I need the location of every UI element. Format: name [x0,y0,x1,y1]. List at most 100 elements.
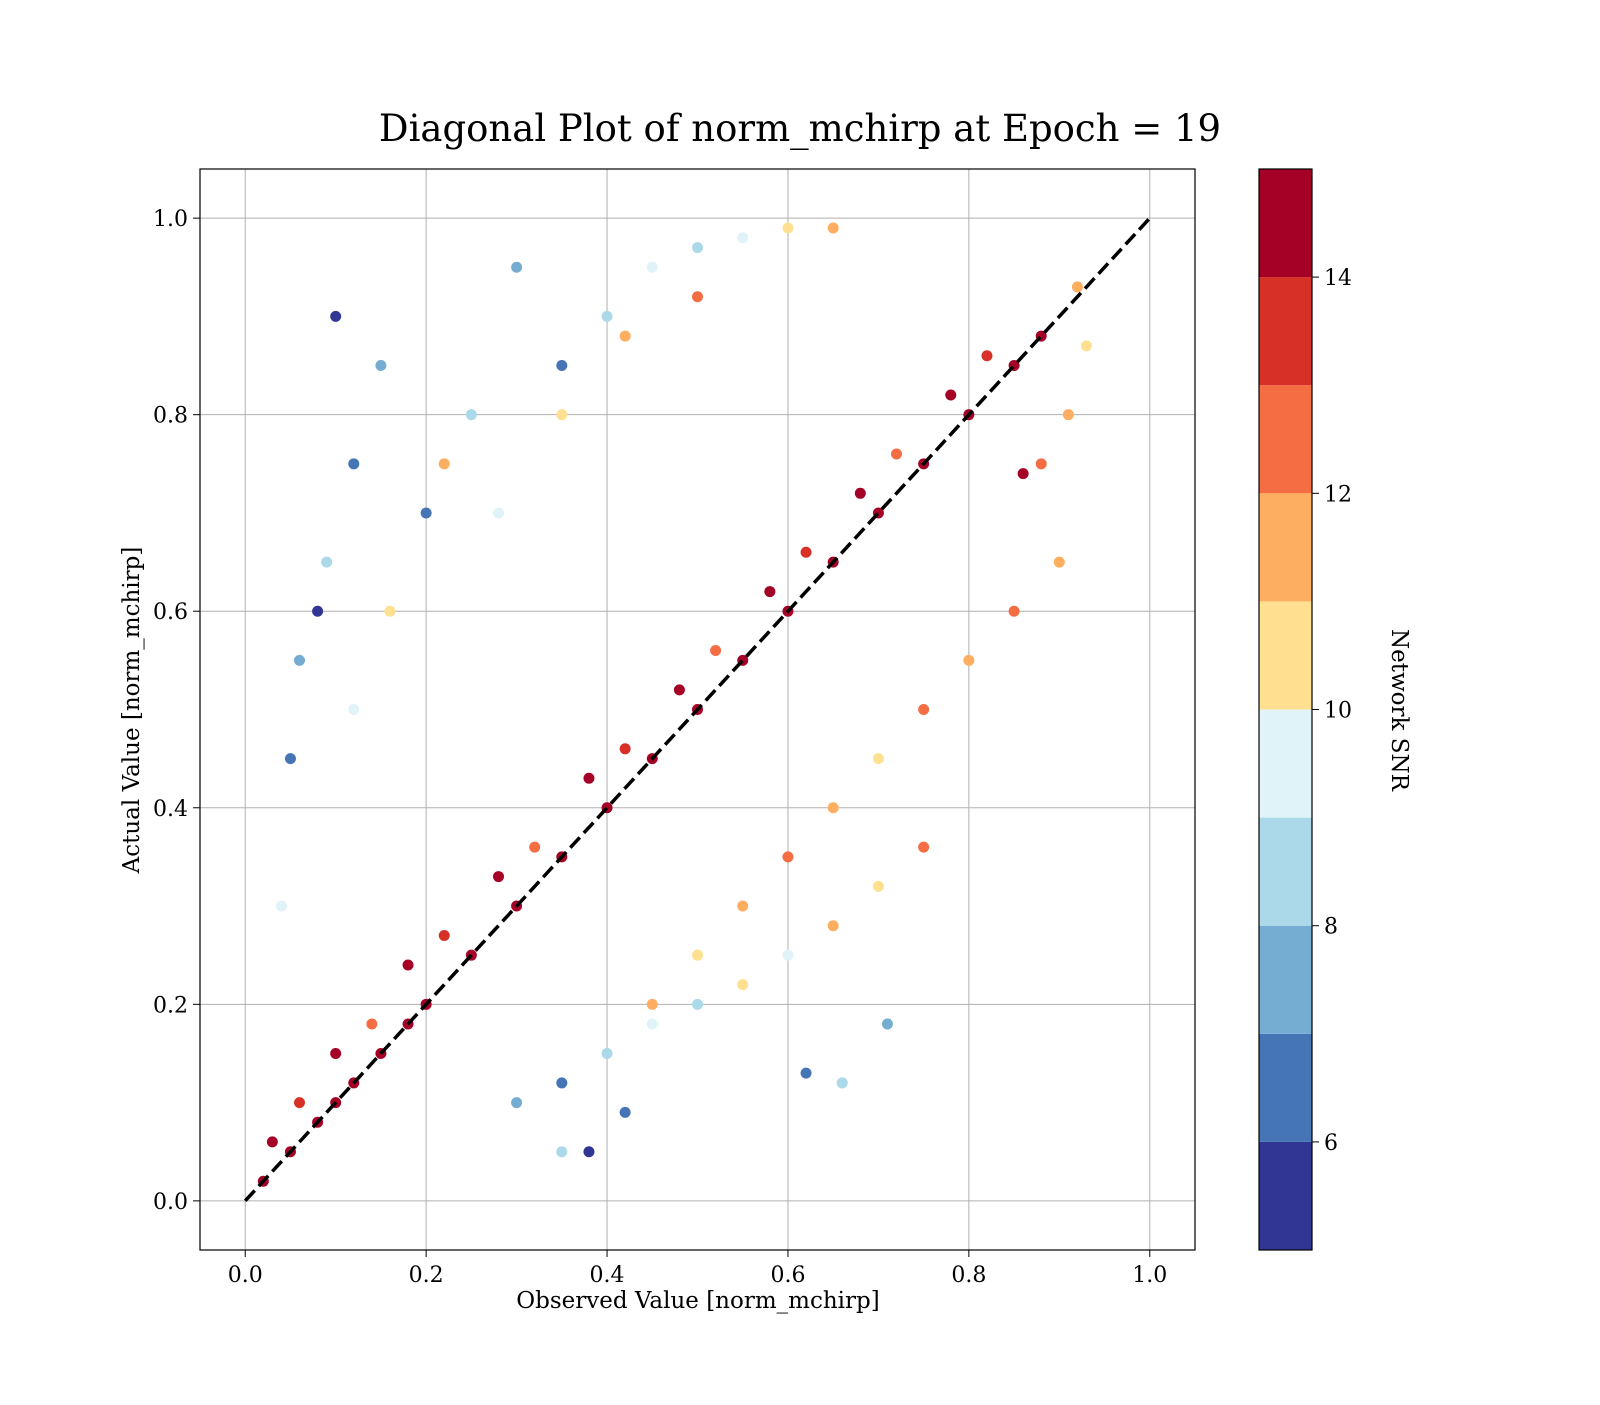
scatter-point [275,900,287,912]
colorbar-label: Network SNR [1386,629,1412,792]
colorbar-tick-label: 14 [1324,266,1352,291]
scatter-point [384,605,396,617]
scatter-point [601,1047,613,1059]
scatter-point [556,1146,568,1158]
scatter-point [294,654,305,666]
scatter-point [348,704,360,715]
scatter-point [945,389,957,401]
x-tick-label: 1.0 [1132,1263,1167,1288]
scatter-point [284,753,296,765]
scatter-point [1053,556,1065,568]
scatter-point [692,291,703,303]
colorbar-segment [1259,1141,1312,1250]
colorbar-segment [1259,277,1312,386]
x-axis-label: Observed Value [norm_mchirp] [516,1288,879,1314]
scatter-point [737,979,749,991]
colorbar-segment [1259,817,1312,926]
colorbar-segment [1259,385,1312,494]
reference-diagonal-line [243,216,1152,1203]
x-tick-label: 0.0 [228,1263,263,1288]
scatter-point [918,704,930,715]
scatter-point [420,507,432,519]
scatter-point [465,409,477,421]
scatter-point [710,645,722,657]
scatter-point [800,546,812,558]
scatter-point [583,772,595,784]
scatter-point [556,360,568,372]
colorbar-segment [1259,169,1312,278]
scatter-point [854,487,866,499]
colorbar: 6 8 10 12 14 [1258,168,1352,1251]
scatter-point [836,1077,848,1089]
scatter-point [511,1097,523,1109]
scatter-point [737,232,749,244]
scatter-point [1062,409,1074,421]
scatter-point [673,684,685,696]
scatter-point [646,261,658,273]
scatter-point [438,930,450,942]
scatter-point [646,998,658,1010]
scatter-point [646,1018,658,1030]
scatter-point [737,900,749,912]
scatter-point [1071,281,1083,293]
scatter-point [330,310,342,322]
colorbar-segment [1259,1033,1312,1142]
scatter-point [692,242,703,254]
scatter-point [1017,468,1029,480]
scatter-point [782,851,794,863]
scatter-point [375,360,387,372]
colorbar-segment [1259,709,1312,818]
scatter-point [583,1146,595,1158]
scatter-point [493,871,504,883]
scatter-point [918,841,930,853]
scatter-point [800,1067,812,1079]
colorbar-tick-label: 6 [1324,1131,1338,1156]
y-tick-label: 0.0 [153,1190,188,1215]
scatter-point [294,1097,305,1109]
scatter-point [981,350,993,362]
scatter-point [619,330,631,342]
scatter-point [511,261,523,273]
reference-line-group [243,216,1152,1203]
scatter-point [1008,605,1020,617]
scatter-point [493,507,504,519]
scatter-point [692,949,703,961]
scatter-point [692,998,703,1010]
y-axis-label: Actual Value [norm_mchirp] [119,547,145,875]
y-tick-label: 0.4 [153,797,188,822]
x-tick-label: 0.6 [770,1263,805,1288]
scatter-point [782,949,794,961]
scatter-point [601,310,613,322]
scatter-point [1035,458,1047,470]
scatter-point [556,1077,568,1089]
scatter-point [764,586,776,598]
scatter-point [619,743,631,755]
colorbar-segment [1259,925,1312,1034]
y-tick-label: 1.0 [153,207,188,232]
scatter-point [872,880,884,892]
scatter-point [556,409,568,421]
x-tick-label: 0.8 [951,1263,986,1288]
scatter-point [266,1136,278,1148]
x-tick-label: 0.4 [590,1263,625,1288]
x-axis-ticks: 0.0 0.2 0.4 0.6 0.8 1.0 [228,1250,1167,1288]
grid-lines [200,169,1195,1250]
scatter-point [891,448,902,460]
colorbar-segment [1259,493,1312,602]
scatter-point [1080,340,1092,352]
chart-title: Diagonal Plot of norm_mchirp at Epoch = … [379,107,1221,151]
scatter-point [330,1047,342,1059]
scatter-point [312,605,324,617]
y-tick-label: 0.2 [153,993,188,1018]
scatter-point [881,1018,893,1030]
y-tick-label: 0.6 [153,600,188,625]
colorbar-segment [1259,601,1312,710]
colorbar-tick-label: 10 [1324,699,1352,724]
scatter-point [348,458,360,470]
scatter-point [619,1106,631,1118]
scatter-point [963,654,975,666]
colorbar-tick-label: 8 [1324,915,1338,940]
colorbar-tick-label: 12 [1324,482,1352,507]
